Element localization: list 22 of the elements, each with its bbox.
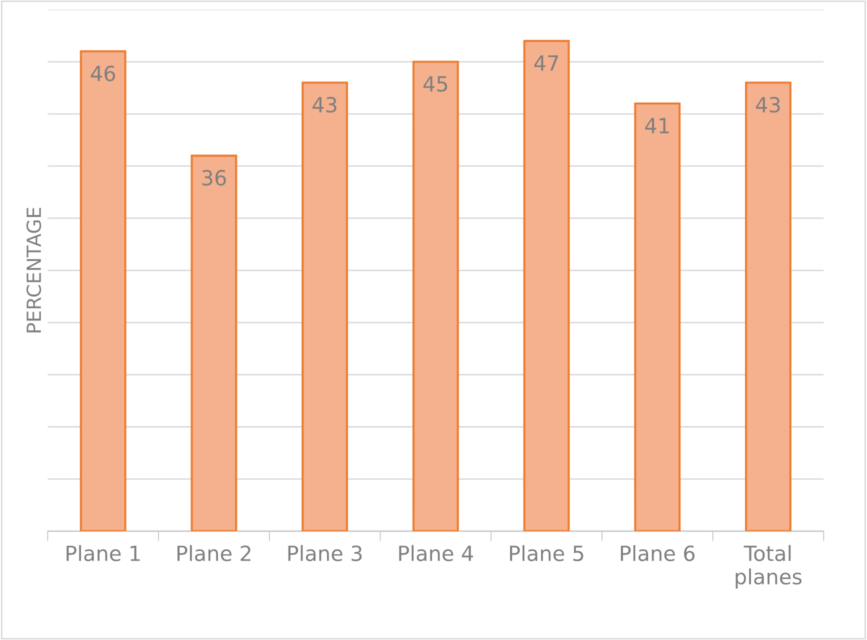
bar [523, 40, 570, 532]
bar [412, 60, 459, 532]
x-tick-label: Total planes [736, 545, 802, 589]
x-tick-label: Plane 2 [178, 545, 250, 562]
data-label: 36 [202, 170, 226, 186]
bar [190, 154, 238, 532]
x-tick-label: Plane 6 [620, 545, 695, 562]
data-label: 46 [90, 66, 116, 82]
x-tick-label: Plane 5 [510, 545, 584, 562]
data-label: 47 [534, 55, 558, 71]
bar [302, 82, 348, 532]
x-tick-label: Plane 3 [288, 545, 362, 562]
data-label: 43 [756, 96, 780, 113]
data-label: 41 [645, 118, 669, 134]
data-label: 45 [423, 76, 448, 92]
y-axis-title: PERCENTAGE [26, 208, 42, 332]
bar [80, 50, 126, 532]
bar [634, 102, 681, 532]
data-label: 43 [312, 96, 336, 113]
x-tick-label: Plane 4 [399, 545, 474, 562]
bar [745, 82, 792, 532]
x-tick-label: Plane 1 [66, 545, 140, 562]
